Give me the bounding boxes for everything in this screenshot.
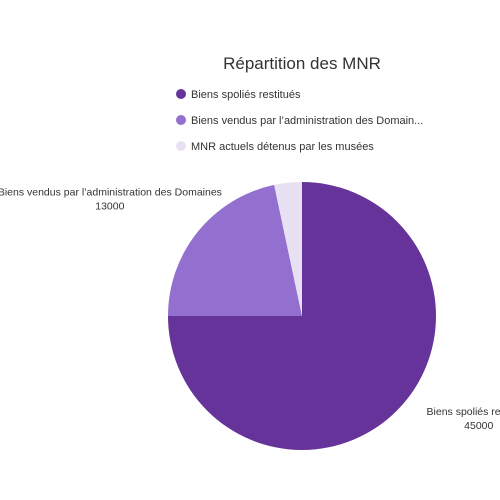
legend-marker-0 bbox=[176, 89, 186, 99]
slice-label-0: Biens spoliés restitués bbox=[427, 406, 500, 418]
legend-marker-1 bbox=[176, 115, 186, 125]
legend-marker-2 bbox=[176, 141, 186, 151]
slice-labels: Biens spoliés restitués 45000 Biens vendus… bbox=[0, 187, 500, 432]
legend-label-2[interactable]: MNR actuels détenus par les musées bbox=[191, 141, 374, 153]
slice-value-0: 45000 bbox=[464, 420, 493, 432]
chart-title: Répartition des MNR bbox=[223, 54, 381, 73]
slice-value-1: 13000 bbox=[95, 201, 124, 213]
chart-legend: Biens spoliés restitués Biens vendus par … bbox=[176, 89, 423, 153]
slice-label-1: Biens vendus par l’administration des Do… bbox=[0, 187, 222, 199]
legend-label-1[interactable]: Biens vendus par l’administration des Do… bbox=[191, 115, 423, 127]
pie-slices bbox=[168, 182, 436, 450]
pie-slice-2[interactable] bbox=[274, 182, 302, 316]
legend-label-0[interactable]: Biens spoliés restitués bbox=[191, 89, 301, 101]
pie-slice-1[interactable] bbox=[168, 184, 302, 316]
